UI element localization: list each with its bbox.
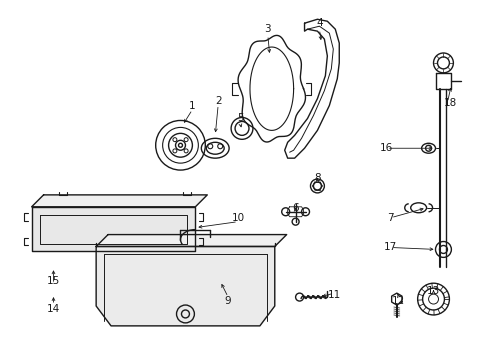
Polygon shape	[32, 207, 195, 251]
Text: 3: 3	[264, 24, 270, 34]
Text: 8: 8	[313, 173, 320, 183]
Text: 2: 2	[214, 96, 221, 105]
Text: 12: 12	[391, 296, 405, 306]
Text: 17: 17	[384, 243, 397, 252]
Text: 4: 4	[315, 18, 322, 28]
Text: 13: 13	[426, 286, 439, 296]
Text: 7: 7	[387, 213, 393, 223]
Text: 14: 14	[47, 304, 60, 314]
Polygon shape	[96, 235, 286, 247]
Text: 5: 5	[236, 113, 243, 123]
Text: 15: 15	[47, 276, 60, 286]
Text: 16: 16	[380, 143, 393, 153]
Text: 18: 18	[443, 98, 456, 108]
Text: 10: 10	[231, 213, 244, 223]
Polygon shape	[96, 247, 274, 326]
Text: 6: 6	[292, 203, 298, 213]
Polygon shape	[32, 195, 207, 207]
Text: 9: 9	[224, 296, 231, 306]
Text: 11: 11	[327, 290, 340, 300]
Text: 1: 1	[189, 100, 195, 111]
